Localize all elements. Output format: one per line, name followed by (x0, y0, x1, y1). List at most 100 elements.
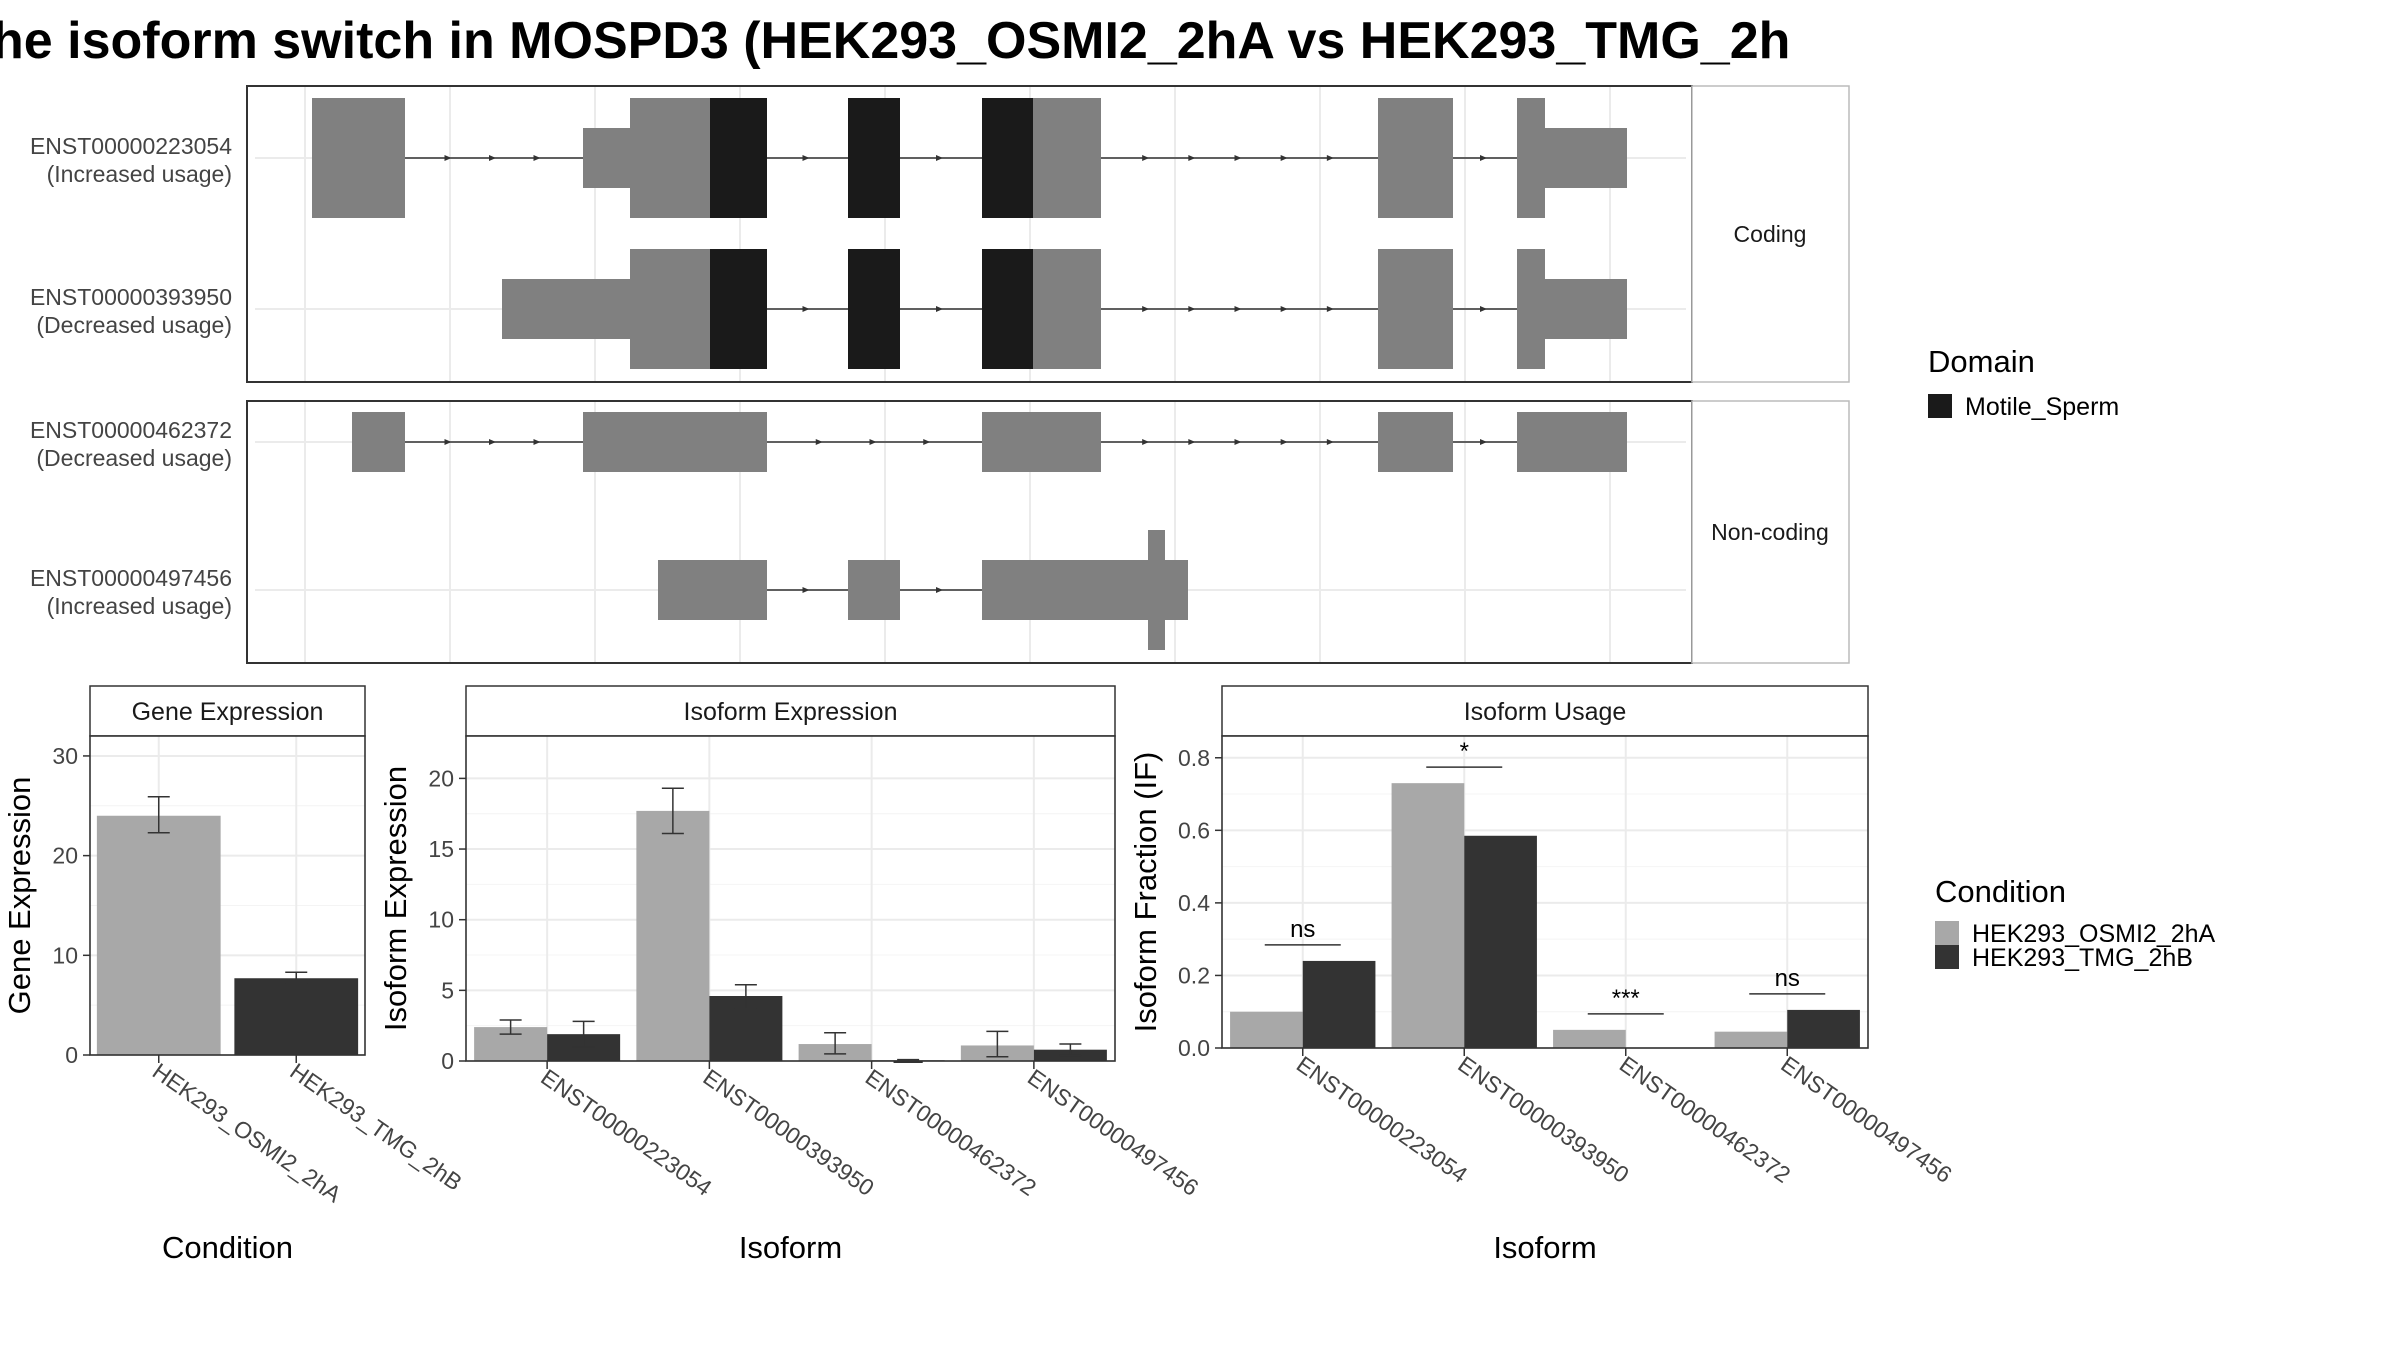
intron-arrow (1142, 439, 1150, 445)
intron-arrow (869, 439, 877, 445)
exon-block (502, 279, 630, 339)
transcript-id-label: ENST00000393950 (30, 284, 232, 310)
x-axis-title: Condition (162, 1230, 293, 1265)
exon-block (1378, 98, 1453, 218)
bar (1787, 1009, 1860, 1048)
y-axis-title: Gene Expression (2, 777, 37, 1015)
domain-exon (848, 249, 900, 369)
exon-block (1517, 249, 1545, 369)
facet-strip-label: Coding (1734, 221, 1807, 247)
intron-arrow (802, 155, 810, 161)
x-tick-label: ENST00000497456 (1776, 1051, 1956, 1188)
intron-arrow (1234, 155, 1242, 161)
significance-label: ns (1775, 965, 1800, 992)
transcript-usage-label: (Decreased usage) (36, 445, 232, 471)
domain-legend-label: Motile_Sperm (1965, 393, 2119, 421)
facet-strip (1691, 400, 1850, 664)
y-tick-label: 0.8 (1178, 745, 1210, 771)
x-tick-label: ENST00000223054 (536, 1064, 717, 1201)
exon-block (1517, 412, 1627, 472)
intron-arrow (1280, 306, 1288, 312)
isoform-usage-panel: Isoform Usage 0.0 0.2 0.4 0.6 0.8 ns ENST000002… (1128, 685, 1957, 1265)
y-tick-label: 0.4 (1178, 890, 1210, 916)
transcript-usage-label: (Increased usage) (47, 593, 232, 619)
panel-strip-label: Isoform Expression (684, 698, 898, 726)
intron-arrow (1234, 439, 1242, 445)
y-tick-label: 30 (52, 743, 78, 769)
panel-strip (465, 685, 1116, 737)
exon-block (1545, 279, 1627, 339)
exon-block (1033, 249, 1101, 369)
transcript-id-label: ENST00000497456 (30, 565, 232, 591)
significance-label: ns (1290, 916, 1315, 943)
domain-legend: Domain Motile_Sperm (1928, 344, 2119, 421)
intron-arrow (1326, 155, 1334, 161)
bar (1714, 1031, 1788, 1048)
x-tick-label: ENST00000462372 (1615, 1051, 1795, 1188)
panel-border (465, 735, 1116, 1062)
intron-arrow (444, 439, 452, 445)
bar (1464, 835, 1537, 1048)
y-tick-label: 0 (65, 1042, 78, 1068)
intron-arrow (489, 155, 496, 161)
intron-arrow (533, 439, 541, 445)
exon-block (352, 412, 405, 472)
intron-arrow (1280, 439, 1288, 445)
significance-label: *** (1612, 985, 1640, 1012)
intron-arrow (533, 155, 541, 161)
domain-exon (982, 98, 1033, 218)
intron-arrow (1234, 306, 1242, 312)
domain-exon (982, 249, 1033, 369)
panel-background (466, 736, 1115, 1061)
facet-panel-border (246, 85, 1693, 383)
transcript-usage-label: (Decreased usage) (36, 312, 232, 338)
transcript-usage-label: (Increased usage) (47, 161, 232, 187)
intron-arrow (936, 306, 943, 312)
bar (1553, 1029, 1626, 1048)
panel-strip (1221, 685, 1869, 737)
domain-exon (710, 98, 767, 218)
bar (234, 978, 359, 1055)
exon-block (1033, 98, 1101, 218)
intron-arrow (489, 439, 496, 445)
panel-border (1221, 735, 1869, 1049)
significance-label: * (1460, 738, 1469, 765)
exon-block (1148, 530, 1165, 650)
transcript-id-label: ENST00000223054 (30, 133, 232, 159)
y-tick-label: 0 (441, 1048, 454, 1074)
x-tick-label: ENST00000462372 (861, 1064, 1041, 1201)
exon-block (982, 412, 1101, 472)
x-axis-title: Isoform (739, 1230, 842, 1265)
x-axis-title: Isoform (1493, 1230, 1596, 1265)
intron-arrow (1188, 439, 1196, 445)
exon-block (1545, 128, 1627, 188)
intron-arrow (802, 306, 810, 312)
y-tick-label: 0.0 (1178, 1035, 1210, 1061)
facet-strip (1691, 85, 1850, 383)
y-tick-label: 20 (428, 765, 454, 791)
intron-arrow (1280, 155, 1288, 161)
y-tick-label: 20 (52, 843, 78, 869)
figure-title: he isoform switch in MOSPD3 (HEK293_OSMI… (0, 12, 1790, 70)
x-tick-label: ENST00000393950 (1453, 1051, 1633, 1188)
domain-legend-title: Domain (1928, 344, 2035, 379)
domain-exon (710, 249, 767, 369)
x-tick-label: ENST00000497456 (1023, 1064, 1203, 1201)
exon-block (583, 412, 767, 472)
exon-block (1378, 412, 1453, 472)
intron-arrow (1142, 155, 1150, 161)
gene-expression-panel: Gene Expression0102030HEK293_OSMI2_2hAHE… (2, 685, 467, 1265)
condition-legend-label: HEK293_TMG_2hB (1972, 944, 2193, 972)
bar (1230, 1011, 1303, 1048)
exon-block (1517, 98, 1545, 218)
exon-block (630, 98, 710, 218)
bar (1302, 960, 1376, 1048)
exon-block (583, 128, 630, 188)
intron-arrow (1480, 439, 1487, 445)
condition-legend-swatch (1935, 921, 1959, 945)
intron-arrow (815, 439, 823, 445)
bar (636, 810, 710, 1061)
structure-facet: Coding ENST00000223054(Increased usage) EN… (30, 85, 1850, 383)
